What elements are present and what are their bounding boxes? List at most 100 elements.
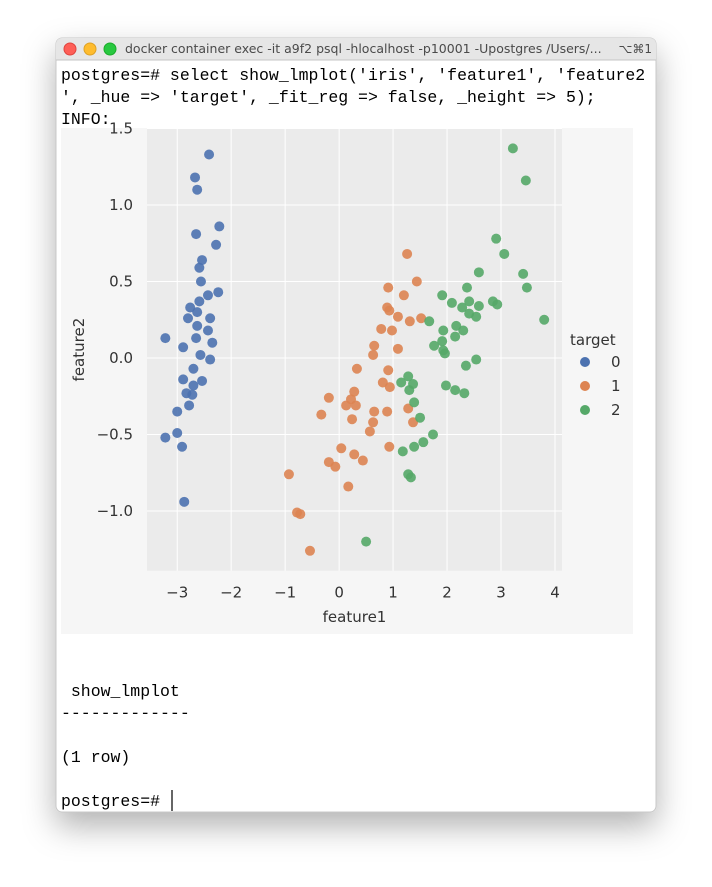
x-tick-label: −1 [274, 584, 296, 602]
axes-background [147, 128, 562, 571]
x-tick-label: 4 [550, 584, 560, 602]
zoom-button[interactable] [103, 42, 117, 56]
y-tick-label: 1.0 [109, 196, 133, 214]
point [429, 340, 440, 351]
point [184, 400, 195, 411]
point [369, 406, 380, 417]
legend-marker [580, 357, 590, 367]
point [304, 545, 315, 556]
point [191, 333, 202, 344]
point [349, 386, 360, 397]
point [177, 441, 188, 452]
point [351, 363, 362, 374]
point [402, 248, 413, 259]
point [336, 443, 347, 454]
point [471, 354, 482, 365]
point [405, 472, 416, 483]
terminal-line: ', _hue => 'target', _fit_reg => false, … [61, 88, 596, 107]
point [491, 233, 502, 244]
legend-marker [580, 381, 590, 391]
window-title: docker container exec -it a9f2 psql -hlo… [125, 41, 602, 56]
point [464, 296, 475, 307]
point [409, 397, 420, 408]
terminal-line: postgres=# select show_lmplot('iris', 'f… [61, 66, 645, 85]
plot-image: −3 −2 −1 0 1 2 3 4 −1.0 −0.5 0.0 0.5 1.0 1.5 feature1 f… [61, 120, 633, 634]
point [283, 469, 294, 480]
x-axis-label: feature1 [323, 608, 387, 626]
point [357, 455, 368, 466]
x-tick-label: −3 [166, 584, 188, 602]
point [384, 441, 395, 452]
point [205, 313, 216, 324]
point [194, 296, 205, 307]
point [396, 377, 407, 388]
point [382, 406, 393, 417]
point [341, 400, 352, 411]
point [179, 496, 190, 507]
point [438, 325, 449, 336]
point [397, 446, 408, 457]
point [295, 509, 306, 520]
terminal-line: show_lmplot [61, 682, 180, 701]
point [416, 313, 427, 324]
point [172, 427, 183, 438]
point [437, 336, 448, 347]
point [415, 412, 426, 423]
minimize-button[interactable] [83, 42, 97, 56]
y-axis-label: feature2 [70, 318, 88, 382]
point [404, 316, 415, 327]
point [418, 437, 429, 448]
point [195, 349, 206, 360]
point [424, 316, 435, 327]
point [383, 365, 394, 376]
point [364, 426, 375, 437]
point [172, 406, 183, 417]
x-tick-label: 0 [334, 584, 344, 602]
point [450, 331, 461, 342]
point [539, 314, 550, 325]
close-button[interactable] [63, 42, 77, 56]
point [428, 429, 439, 440]
point [350, 400, 361, 411]
point [192, 307, 203, 318]
point [349, 449, 360, 460]
point [384, 382, 395, 393]
point [205, 354, 216, 365]
point [439, 348, 450, 359]
legend-label: 0 [611, 353, 621, 371]
point [492, 299, 503, 310]
point [387, 325, 398, 336]
terminal-line: (1 row) [61, 748, 130, 767]
point [368, 417, 379, 428]
point [192, 320, 203, 331]
terminal-prompt: postgres=# [61, 792, 170, 811]
point [323, 392, 334, 403]
point [458, 325, 469, 336]
point [204, 149, 215, 160]
legend-title: target [570, 331, 616, 349]
point [160, 432, 171, 443]
y-tick-label: −0.5 [97, 426, 133, 444]
point [369, 340, 380, 351]
y-tick-label: −1.0 [97, 502, 133, 520]
point [343, 481, 354, 492]
point [409, 441, 420, 452]
point [520, 175, 531, 186]
x-tick-label: −2 [220, 584, 242, 602]
terminal-line: INFO: [61, 110, 111, 129]
point [398, 290, 409, 301]
point [440, 380, 451, 391]
point [178, 374, 189, 385]
point [188, 380, 199, 391]
point [411, 276, 422, 287]
point [368, 349, 379, 360]
point [213, 287, 224, 298]
point [211, 239, 222, 250]
legend-label: 1 [611, 377, 621, 395]
point [197, 375, 208, 386]
point [499, 248, 510, 259]
point [330, 461, 341, 472]
point [450, 385, 461, 396]
point [437, 290, 448, 301]
